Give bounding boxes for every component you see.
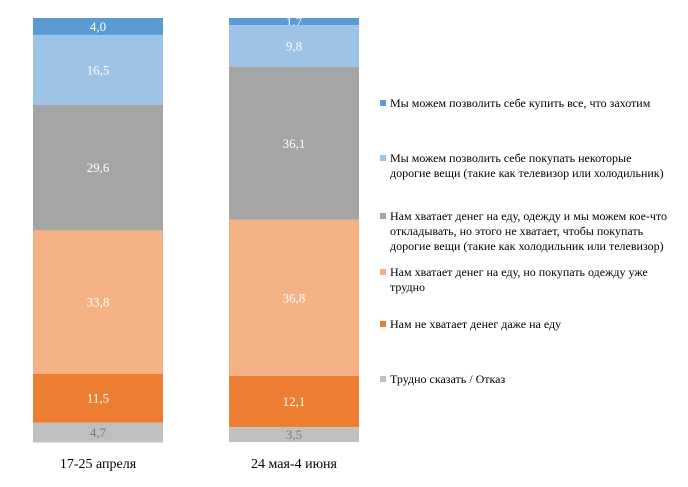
bar-segment-2-1 bbox=[229, 18, 359, 26]
legend-item: Мы можем позволить себе купить все, что … bbox=[380, 96, 670, 111]
legend-item: Нам хватает денег на еду, одежду и мы мо… bbox=[380, 209, 670, 254]
legend-item: Нам хватает денег на еду, но покупать од… bbox=[380, 265, 670, 295]
data-label: 33,8 bbox=[87, 295, 110, 310]
legend-item: Мы можем позволить себе покупать некотор… bbox=[380, 151, 670, 181]
data-label: 11,5 bbox=[87, 391, 109, 406]
category-label: 24 мая-4 июня bbox=[251, 457, 338, 472]
bar-segment-1-3 bbox=[33, 104, 163, 231]
bar-segment-1-5 bbox=[33, 373, 163, 423]
legend-label: Мы можем позволить себе покупать некотор… bbox=[390, 151, 664, 180]
legend-item: Трудно сказать / Отказ bbox=[380, 372, 670, 387]
bar-segment-1-2 bbox=[33, 34, 163, 105]
data-label: 16,5 bbox=[87, 62, 110, 77]
legend-swatch bbox=[380, 269, 386, 275]
bar-segment-2-2 bbox=[229, 25, 359, 67]
bar-segment-1-6 bbox=[33, 422, 163, 443]
legend-swatch bbox=[380, 321, 386, 327]
legend-swatch bbox=[380, 100, 386, 106]
bar-segment-1-1 bbox=[33, 18, 163, 35]
data-label: 9,8 bbox=[286, 38, 302, 53]
data-label: 12,1 bbox=[283, 394, 306, 409]
legend-item: Нам не хватает денег даже на еду bbox=[380, 317, 670, 332]
data-label: 36,8 bbox=[283, 290, 306, 305]
bar-segment-2-4 bbox=[229, 219, 359, 376]
legend-label: Нам не хватает денег даже на еду bbox=[390, 317, 562, 331]
data-label: 4,0 bbox=[90, 19, 106, 34]
bar-segment-2-6 bbox=[229, 427, 359, 442]
data-label: 29,6 bbox=[87, 160, 110, 175]
legend: Мы можем позволить себе купить все, что … bbox=[380, 0, 670, 487]
data-label: 3,5 bbox=[286, 427, 302, 442]
data-label: 4,7 bbox=[90, 425, 107, 440]
legend-label: Трудно сказать / Отказ bbox=[390, 372, 506, 386]
legend-label: Нам хватает денег на еду, но покупать од… bbox=[390, 265, 648, 294]
legend-swatch bbox=[380, 155, 386, 161]
category-label: 17-25 апреля bbox=[60, 457, 137, 472]
data-label: 36,1 bbox=[283, 136, 306, 151]
legend-swatch bbox=[380, 376, 386, 382]
bar-segment-2-5 bbox=[229, 375, 359, 428]
bar-segment-1-4 bbox=[33, 230, 163, 374]
legend-swatch bbox=[380, 213, 386, 219]
legend-label: Нам хватает денег на еду, одежду и мы мо… bbox=[390, 209, 668, 253]
bar-segment-2-3 bbox=[229, 66, 359, 220]
legend-label: Мы можем позволить себе купить все, что … bbox=[390, 96, 651, 110]
